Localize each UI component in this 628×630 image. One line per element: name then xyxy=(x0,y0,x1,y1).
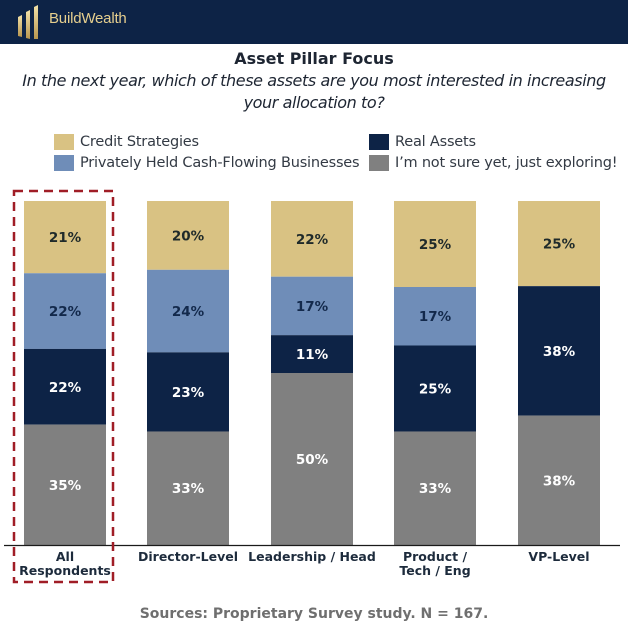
chart-title: Asset Pillar Focus xyxy=(234,49,394,68)
x-tick-label: Respondents xyxy=(19,563,111,578)
legend-item-credit-strategies: Credit Strategies xyxy=(54,134,199,150)
x-tick-label: Tech / Eng xyxy=(399,563,470,578)
data-label: 24% xyxy=(172,304,205,320)
x-tick-label: Leadership / Head xyxy=(248,549,376,564)
data-label: 25% xyxy=(419,237,452,253)
legend-item-real-assets: Real Assets xyxy=(369,134,476,150)
legend-item-not-sure: I’m not sure yet, just exploring! xyxy=(369,155,618,171)
bar-segment xyxy=(271,373,353,545)
bar-segment xyxy=(394,431,476,545)
bar-segment xyxy=(24,424,106,545)
x-tick-label: Director-Level xyxy=(138,549,238,564)
data-label: 35% xyxy=(49,478,82,494)
bar-segment xyxy=(271,335,353,373)
data-label: 33% xyxy=(172,481,205,497)
bar-segment xyxy=(394,287,476,346)
data-label: 17% xyxy=(296,299,329,315)
x-tick-label: Product / xyxy=(403,549,467,564)
data-label: 25% xyxy=(419,381,452,397)
data-label: 23% xyxy=(172,385,205,401)
data-label: 17% xyxy=(419,309,452,325)
legend-swatch xyxy=(369,155,389,171)
data-label: 33% xyxy=(419,481,452,497)
data-label: 38% xyxy=(543,473,576,489)
legend-swatch xyxy=(369,134,389,150)
data-label: 22% xyxy=(49,304,82,320)
bar-segment xyxy=(518,286,600,416)
bar-segment xyxy=(147,269,229,353)
bar-segment xyxy=(24,201,106,274)
data-label: 50% xyxy=(296,452,329,468)
data-label: 20% xyxy=(172,228,205,244)
legend-label: Privately Held Cash-Flowing Businesses xyxy=(80,155,360,171)
bar-segment xyxy=(518,415,600,545)
bar-segment xyxy=(147,431,229,545)
bar-segment xyxy=(271,276,353,336)
bar-group: 21% 22% 22% 35% xyxy=(24,201,106,545)
legend-label: Real Assets xyxy=(395,134,476,150)
bar-group: 25% 17% 25% 33% xyxy=(394,201,476,545)
data-label: 22% xyxy=(49,380,82,396)
header-bar: BuildWealth xyxy=(0,0,628,44)
bar-group: 22% 17% 11% 50% xyxy=(271,201,353,545)
data-label: 22% xyxy=(296,232,329,248)
source-note: Sources: Proprietary Survey study. N = 1… xyxy=(139,606,489,622)
x-tick-label: VP-Level xyxy=(528,549,589,564)
legend-label: I’m not sure yet, just exploring! xyxy=(395,155,618,171)
bar-group: 25% 38% 38% xyxy=(518,201,600,545)
bar-segment xyxy=(271,201,353,277)
legend-swatch xyxy=(54,134,74,150)
brand-name: BuildWealth xyxy=(49,10,127,27)
legend-swatch xyxy=(54,155,74,171)
legend-label: Credit Strategies xyxy=(80,134,199,150)
bar-segment xyxy=(24,348,106,425)
bar-segment xyxy=(24,273,106,349)
bar-segment xyxy=(147,201,229,270)
bar-segment xyxy=(147,352,229,432)
chart-subtitle: In the next year, which of these assets … xyxy=(22,71,606,112)
highlight-box xyxy=(12,189,115,584)
x-tick-label: All xyxy=(56,549,74,564)
legend-item-privately-held: Privately Held Cash-Flowing Businesses xyxy=(54,155,360,171)
data-label: 21% xyxy=(49,230,82,246)
data-label: 11% xyxy=(296,347,329,363)
data-label: 25% xyxy=(543,237,576,253)
pillars-icon xyxy=(18,5,38,39)
bar-segment xyxy=(394,201,476,287)
bar-segment xyxy=(394,345,476,432)
data-label: 38% xyxy=(543,344,576,360)
bar-segment xyxy=(518,201,600,287)
bar-group: 20% 24% 23% 33% xyxy=(147,201,229,545)
